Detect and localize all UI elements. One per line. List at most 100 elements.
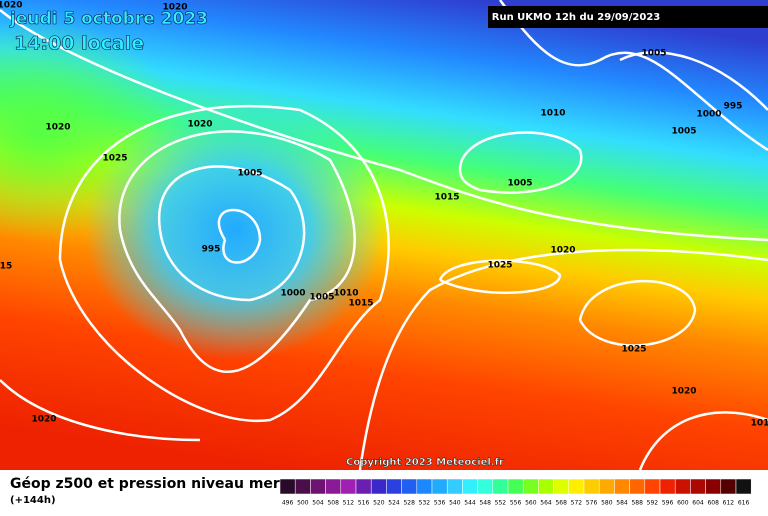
isobar bbox=[0, 9, 768, 242]
colorbar-swatch bbox=[644, 478, 661, 495]
colorbar-label: 584 bbox=[616, 500, 628, 507]
colorbar-label: 576 bbox=[586, 500, 598, 507]
isobar bbox=[217, 208, 262, 264]
colorbar-swatch bbox=[659, 478, 676, 495]
colorbar-swatch bbox=[446, 478, 463, 495]
colorbar-swatch bbox=[598, 478, 615, 495]
colorbar-label: 512 bbox=[343, 500, 355, 507]
colorbar-label: 532 bbox=[419, 500, 431, 507]
colorbar-label: 564 bbox=[540, 500, 552, 507]
isobar bbox=[157, 165, 306, 302]
colorbar-swatch bbox=[310, 478, 326, 495]
run-info: Run UKMO 12h du 29/09/2023 bbox=[492, 12, 661, 23]
colorbar-swatch bbox=[431, 478, 448, 495]
isobar-label: 995 bbox=[202, 245, 221, 255]
colorbar-label: 548 bbox=[479, 500, 491, 507]
colorbar-swatch bbox=[355, 478, 372, 495]
colorbar-swatch bbox=[538, 478, 554, 495]
isobar bbox=[358, 248, 768, 471]
isobar bbox=[0, 379, 201, 442]
colorbar-swatch bbox=[462, 478, 478, 495]
isobar-label: 1025 bbox=[487, 261, 512, 271]
isobar-label: 1005 bbox=[671, 127, 696, 137]
colorbar-swatch bbox=[325, 478, 342, 495]
run-box bbox=[488, 6, 768, 28]
map-time: 14:00 locale bbox=[14, 33, 144, 55]
colorbar-label: 524 bbox=[388, 500, 400, 507]
colorbar-swatch bbox=[690, 478, 706, 495]
isobar-label: 1020 bbox=[550, 246, 575, 256]
colorbar-swatch bbox=[674, 478, 691, 495]
colorbar-label: 552 bbox=[495, 500, 507, 507]
isobar-label: 1000 bbox=[696, 110, 721, 120]
footer-lead: (+144h) bbox=[10, 495, 56, 506]
colorbar-swatch bbox=[340, 478, 357, 495]
colorbar-swatch bbox=[720, 478, 737, 495]
colorbar-swatch bbox=[386, 478, 402, 495]
colorbar-label: 556 bbox=[510, 500, 522, 507]
colorbar-label: 588 bbox=[631, 500, 643, 507]
colorbar-label: 544 bbox=[464, 500, 476, 507]
isobar-label: 1025 bbox=[621, 345, 646, 355]
colorbar-label: 616 bbox=[738, 500, 750, 507]
colorbar-swatch bbox=[583, 478, 600, 495]
colorbar-label: 496 bbox=[282, 500, 294, 507]
isobar-label: 1010 bbox=[540, 109, 565, 119]
colorbar-label: 508 bbox=[327, 500, 339, 507]
colorbar-swatch bbox=[294, 478, 311, 495]
colorbar-swatch bbox=[279, 478, 296, 495]
isobar-label: 1020 bbox=[0, 1, 23, 11]
colorbar-label: 560 bbox=[525, 500, 537, 507]
colorbar-label: 500 bbox=[297, 500, 309, 507]
colorbar-label: 596 bbox=[662, 500, 674, 507]
isobar-label: 1000 bbox=[280, 289, 305, 299]
colorbar-swatch bbox=[370, 478, 387, 495]
map-date: jeudi 5 octobre 2023 bbox=[9, 9, 208, 29]
isobar-label: 1005 bbox=[641, 49, 666, 59]
isobar-label: 1010 bbox=[333, 289, 358, 299]
colorbar-swatch bbox=[492, 478, 509, 495]
colorbar-label: 516 bbox=[358, 500, 370, 507]
colorbar-label: 608 bbox=[707, 500, 719, 507]
isobar bbox=[438, 259, 562, 294]
isobar bbox=[638, 411, 768, 471]
colorbar-label: 600 bbox=[677, 500, 689, 507]
colorbar: 496 500 504 508 512 516 520 524 528 532 536 540 544 5… bbox=[279, 478, 752, 507]
isobar-label: 15 bbox=[0, 262, 12, 272]
isobar bbox=[578, 280, 697, 347]
colorbar-swatch bbox=[614, 478, 630, 495]
colorbar-label: 604 bbox=[692, 500, 704, 507]
copyright: Copyright 2023 Meteociel.fr bbox=[346, 457, 504, 468]
colorbar-swatch bbox=[705, 478, 722, 495]
colorbar-label: 504 bbox=[312, 500, 324, 507]
colorbar-label: 540 bbox=[449, 500, 461, 507]
isobar bbox=[58, 105, 390, 423]
colorbar-label: 612 bbox=[723, 500, 735, 507]
colorbar-swatch bbox=[477, 478, 494, 495]
colorbar-label: 592 bbox=[647, 500, 659, 507]
colorbar-swatch bbox=[416, 478, 433, 495]
isobar-label: 101 bbox=[751, 419, 768, 429]
isobar-label: 1020 bbox=[162, 3, 187, 13]
isobar-label: 1005 bbox=[237, 169, 262, 179]
colorbar-swatch bbox=[553, 478, 570, 495]
colorbar-label: 580 bbox=[601, 500, 613, 507]
isobar-labels: 1020 1020 1020 1020 1025 1005 995 1000 1… bbox=[0, 1, 768, 429]
colorbar-label: 528 bbox=[403, 500, 415, 507]
isobar bbox=[499, 0, 768, 152]
colorbar-label: 536 bbox=[434, 500, 446, 507]
footer-title: Géop z500 et pression niveau mer bbox=[10, 476, 280, 492]
colorbar-swatch bbox=[629, 478, 646, 495]
isobar-label: 1020 bbox=[45, 123, 70, 133]
colorbar-swatch bbox=[401, 478, 418, 495]
isobar-label: 1025 bbox=[102, 154, 127, 164]
isobar-label: 1020 bbox=[671, 387, 696, 397]
colorbar-swatch bbox=[507, 478, 524, 495]
isobar bbox=[118, 130, 356, 373]
colorbar-label: 520 bbox=[373, 500, 385, 507]
isobars bbox=[0, 0, 768, 470]
isobar-label: 1005 bbox=[507, 179, 532, 189]
isobar-label: 1015 bbox=[434, 193, 459, 203]
isobar-label: 1020 bbox=[31, 415, 56, 425]
